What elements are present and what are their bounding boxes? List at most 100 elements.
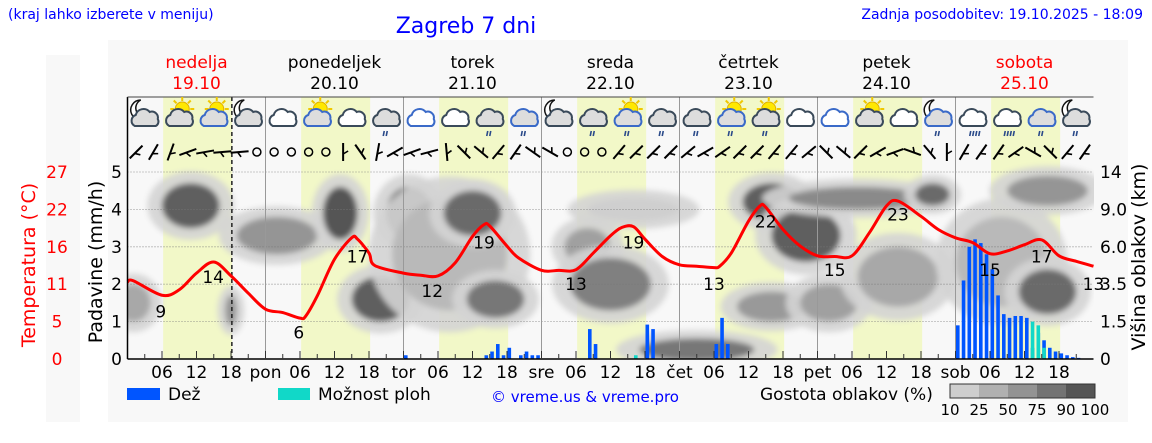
wind-barb-tick [912,146,916,153]
cloud-shape [613,108,643,127]
sun-ray [187,99,192,105]
rain-drop [968,130,972,137]
cloud-density-blob [128,284,151,322]
wind-barb-shaft [473,145,489,159]
wind-barb-icon [230,150,249,158]
wind-barb-tick [875,152,882,157]
wind-barb-shaft [646,144,661,160]
wind-barb-tick [360,147,365,154]
cloud-density-blob [466,280,525,318]
rain-bar [501,355,506,359]
rain-bar [651,329,655,359]
rain-bar [1007,317,1012,359]
rain-drop [1075,130,1079,137]
rain-bar [519,355,523,359]
wind-barb-tick [652,152,659,156]
rain-drop [1003,130,1007,137]
showers-legend-swatch [278,388,310,400]
rain-bar [961,280,966,359]
sun-ray [635,99,640,105]
wind-barb-tick [1051,147,1054,154]
day-date: 20.10 [310,74,359,94]
rain-bar [1048,347,1052,359]
cloud-shape [544,108,574,127]
rain-bar [524,351,529,359]
wind-barb-icon [1007,146,1024,158]
rain-drop [488,130,492,137]
sun-ray [325,99,330,105]
wind-barb-icon [148,143,159,161]
showers-bar [634,355,638,359]
rain-drop [764,130,768,137]
cloud-icon [406,108,436,127]
wind-barb-shaft [732,144,747,160]
rain-bar [507,347,512,359]
location-hint[interactable]: (kraj lahko izberete v meniju) [8,7,214,23]
temperature-label: 6 [293,323,304,343]
hour-tick-label: 06 [151,363,173,383]
day-abbr-label: sre [529,363,555,383]
wind-barb-shaft [1024,146,1042,158]
wind-barb-icon [629,144,644,160]
rain-bar [593,344,598,359]
rain-drop [730,130,734,137]
cloud-height-axis-title: Višina oblakov (km) [1128,164,1150,351]
moon-cloud-rain-icon [923,99,953,137]
day-date: 22.10 [586,74,635,94]
wind-barb-icon [456,144,471,160]
copyright-link[interactable]: © vreme.us & vreme.pro [491,388,679,406]
wind-barb-tick [892,152,899,157]
wind-barb-tick [533,147,536,154]
cloud-height-tick-label: 6.0 [1100,238,1127,258]
cloud-shape [958,108,988,127]
temperature-label: 9 [155,303,166,323]
calm-wind-icon [597,147,607,157]
hour-tick-label: 12 [1014,363,1036,383]
cloud-shape [717,108,746,127]
rain-drop [1037,130,1041,137]
cloud-icon [820,108,850,127]
day-name: sreda [587,53,634,73]
wind-barb-shaft [992,144,1005,160]
cloud-height-tick-label: 3.5 [1100,275,1127,295]
rain-drop [1006,130,1010,137]
sun-ray [759,99,764,105]
temp-tick-label: 11 [46,275,68,295]
wind-barb-icon [663,144,678,160]
temperature-line [126,198,1094,321]
moon-cloud-icon [544,99,574,127]
wind-barb-icon [801,145,817,159]
temperature-label: 17 [347,247,369,267]
cloud-density-blob [225,295,237,326]
day-date: 19.10 [172,74,221,94]
hour-tick-label: 06 [427,363,449,383]
wind-barb-tick [342,150,349,155]
wind-barb-tick [376,151,384,155]
wind-barb-shaft [179,147,197,157]
wind-barb-icon [375,142,384,162]
rain-drop [1012,130,1016,137]
wind-barb-icon [680,145,696,159]
wind-barb-shaft [148,143,159,161]
hour-tick-label: 12 [462,363,484,383]
rain-drop [592,130,596,137]
cloud-height-tick-label: 1.5 [1100,313,1127,333]
day-name: petek [862,53,910,73]
sun-ray [621,99,626,105]
wind-barb-icon [179,147,197,157]
rain-bar [720,317,724,359]
wind-barb-shaft [491,144,505,160]
day-name: sobota [996,53,1054,73]
wind-barb-icon [491,144,505,160]
wind-barb-icon [473,145,489,159]
wind-barb-tick [1033,147,1036,154]
calm-wind-icon [562,147,573,157]
rain-bar [1025,317,1029,359]
wind-barb-shaft [612,144,626,160]
rain-bar [404,355,408,359]
temperature-label: 17 [1031,247,1053,267]
hour-tick-label: 18 [358,363,380,383]
sun-ray [863,99,868,105]
day-abbr-label: sob [940,363,970,383]
wind-barb-icon [646,144,661,160]
